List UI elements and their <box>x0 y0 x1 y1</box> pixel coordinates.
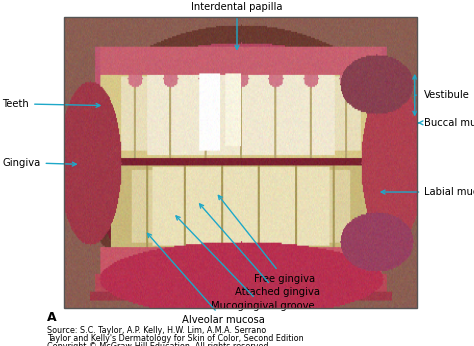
Bar <box>64 17 417 308</box>
Text: Vestibule: Vestibule <box>424 90 470 100</box>
Text: Interdental papilla: Interdental papilla <box>191 2 283 49</box>
Text: Gingiva: Gingiva <box>2 158 76 167</box>
Text: Attached gingiva: Attached gingiva <box>200 204 319 297</box>
Text: Alveolar mucosa: Alveolar mucosa <box>147 233 265 325</box>
Text: Labial mucosa: Labial mucosa <box>381 187 474 197</box>
Text: Copyright © McGraw-Hill Education. All rights reserved.: Copyright © McGraw-Hill Education. All r… <box>47 342 272 346</box>
Text: Teeth: Teeth <box>2 99 100 109</box>
Text: Source: S.C. Taylor, A.P. Kelly, H.W. Lim, A.M.A. Serrano: Source: S.C. Taylor, A.P. Kelly, H.W. Li… <box>47 326 267 335</box>
Text: Mucogingival groove: Mucogingival groove <box>176 216 315 311</box>
Text: Buccal mucosa: Buccal mucosa <box>419 118 474 128</box>
Text: A: A <box>47 311 57 324</box>
Text: Taylor and Kelly's Dermatology for Skin of Color, Second Edition: Taylor and Kelly's Dermatology for Skin … <box>47 334 304 343</box>
Text: Free gingiva: Free gingiva <box>219 195 315 283</box>
